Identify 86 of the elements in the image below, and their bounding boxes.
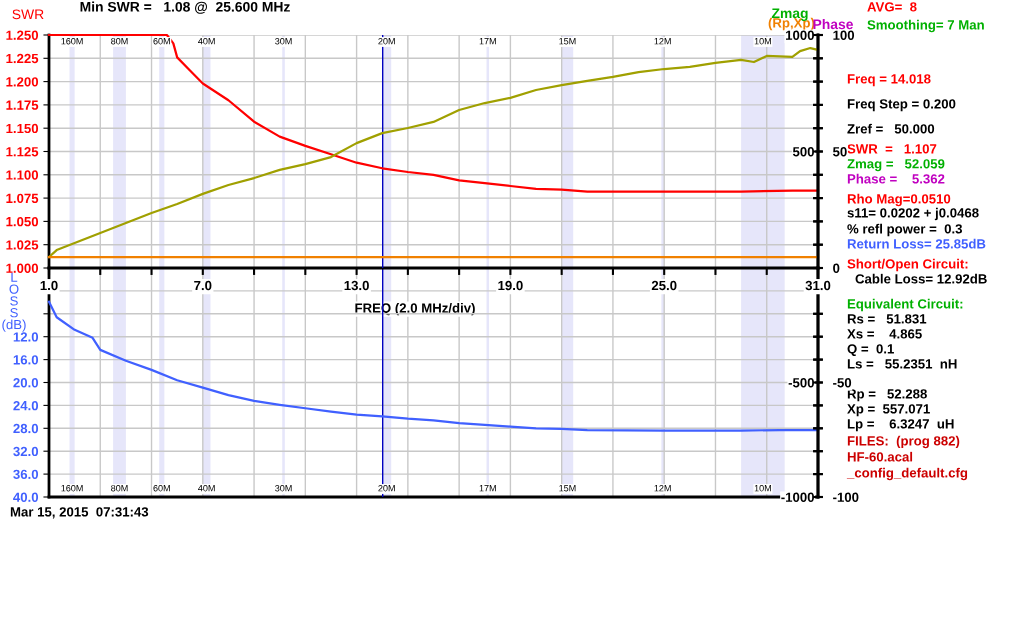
band-label: 40M [198, 38, 215, 45]
y-tick-label: 24.0 [13, 400, 39, 411]
text: Q = 0.1 [847, 344, 894, 357]
text: % refl power = 0.3 [847, 223, 963, 237]
y-tick-label: 12.0 [13, 332, 39, 342]
y2-tick-label: -500 [788, 378, 814, 388]
y-tick-label: 1.250 [6, 30, 39, 40]
band-label: 15M [559, 38, 576, 45]
y-tick-label: 1.175 [6, 100, 39, 110]
text: AVG= 8 [867, 2, 917, 12]
band-label: 17M [479, 485, 496, 492]
text: Phase = 5.362 [847, 173, 945, 184]
x-tick-label: 31.0 [805, 280, 831, 291]
text: Freq = 14.018 [847, 74, 931, 87]
y-tick-label: 40.0 [13, 492, 39, 502]
band-label: 80M [111, 38, 128, 45]
y3-tick-label: -100 [833, 492, 859, 502]
chart-title: Min SWR = 1.08 @ 25.600 MHz [80, 1, 290, 14]
text: Return Loss= 25.85dB [847, 238, 986, 249]
y2-tick-label: 500 [792, 147, 814, 157]
y-tick-label: 32.0 [13, 446, 39, 457]
x-tick-label: 25.0 [651, 280, 677, 291]
band-label: 15M [559, 485, 576, 492]
x-tick-label: 7.0 [194, 280, 212, 291]
band-label: 10M [754, 485, 771, 492]
text: Rho Mag=0.0510 [847, 193, 951, 207]
text: Smoothing= 7 Man [867, 19, 984, 33]
text: Zref = 50.000 [847, 123, 935, 134]
y-tick-label: 1.000 [6, 263, 39, 273]
band-label: 160M [61, 485, 83, 492]
y2-tick-label: -1000 [781, 492, 814, 502]
y-tick-label: 1.150 [6, 123, 39, 134]
text: s11= 0.0202 + j0.0468 [847, 207, 979, 221]
y3-axis-title: Phase [813, 19, 853, 30]
y-tick-label: 28.0 [13, 423, 39, 434]
band-label: 30M [275, 485, 292, 492]
x-tick-label: 19.0 [498, 280, 523, 291]
y3-tick-label: 0 [833, 263, 840, 273]
band-label: 80M [111, 485, 128, 492]
y-tick-label: 16.0 [13, 355, 39, 365]
band-label: 40M [198, 485, 215, 492]
text: Freq Step = 0.200 [847, 99, 956, 112]
band-label: 10M [754, 38, 771, 45]
band-label: 30M [275, 38, 292, 45]
band-label: 12M [654, 485, 671, 492]
y3-tick-label: -50 [833, 378, 852, 388]
line-series [47, 300, 820, 432]
band-label: 17M [479, 38, 496, 45]
band-label: 160M [61, 38, 83, 45]
text: HF-60.acal [847, 451, 913, 462]
band-label: 60M [153, 38, 170, 45]
text: Xp = 557.071 [847, 404, 930, 417]
y-axis-title: SWR [12, 9, 44, 20]
y-tick-label: 1.025 [6, 240, 39, 250]
y3-tick-label: 50 [832, 147, 847, 157]
x-tick-label: 13.0 [344, 280, 369, 291]
y3-tick-label: 100 [833, 30, 855, 40]
y-tick-label: 20.0 [13, 378, 39, 388]
y-tick-label: 36.0 [13, 469, 39, 480]
band-label: 20M [378, 485, 395, 492]
text: FILES: (prog 882) [847, 435, 960, 449]
y-axis-title: LOSS (dB) [2, 272, 26, 332]
x-tick-label: 1.0 [40, 280, 58, 291]
text: SWR = 1.107 [847, 144, 937, 154]
y-tick-label: 1.100 [6, 170, 39, 180]
band-label: 20M [378, 38, 395, 45]
text: Cable Loss= 12.92dB [855, 273, 987, 284]
line-series [47, 46, 820, 259]
text: Equivalent Circuit: [847, 298, 963, 312]
band-label: 60M [153, 485, 170, 492]
y-tick-label: 1.050 [6, 216, 39, 227]
text: Zmag = 52.059 [847, 159, 945, 172]
y2-tick-label: 1000 [786, 30, 814, 40]
text: Lp = 6.3247 uH [847, 419, 954, 432]
band-label: 12M [654, 38, 671, 45]
y-tick-label: 1.225 [6, 53, 39, 64]
y-tick-label: 1.125 [6, 147, 39, 157]
text: Rp = 52.288 [847, 389, 927, 402]
text: Rs = 51.831 [847, 314, 927, 324]
text: Ls = 55.2351 nH [847, 359, 957, 369]
y-tick-label: 1.200 [6, 77, 39, 87]
text: Mar 15, 2015 07:31:43 [10, 507, 149, 519]
y-tick-label: 1.075 [6, 193, 39, 204]
text: Xs = 4.865 [847, 329, 922, 339]
text: Short/Open Circuit: [847, 258, 968, 272]
text: _config_default.cfg [846, 467, 968, 481]
